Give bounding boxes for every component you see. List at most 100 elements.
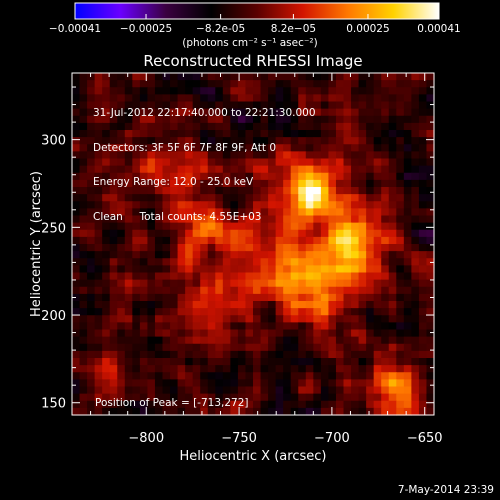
heatmap-cell (268, 215, 277, 224)
heatmap-cell (358, 108, 367, 117)
heatmap-cell (192, 208, 201, 217)
heatmap-cell (177, 358, 186, 366)
heatmap-cell (177, 258, 186, 266)
heatmap-cell (147, 229, 156, 238)
heatmap-cell (154, 372, 164, 380)
heatmap-cell (192, 236, 201, 245)
heatmap-cell (154, 172, 164, 181)
heatmap-cell (305, 108, 314, 117)
heatmap-cell (418, 350, 428, 359)
heatmap-cell (222, 258, 231, 266)
heatmap-cell (230, 229, 239, 238)
heatmap-cell (154, 165, 164, 174)
heatmap-cell (230, 87, 239, 95)
heatmap-cell (335, 108, 345, 117)
heatmap-cell (147, 130, 156, 138)
heatmap-cell (320, 194, 330, 202)
heatmap-cell (298, 400, 307, 409)
heatmap-cell (298, 179, 307, 188)
heatmap-cell (79, 244, 88, 252)
heatmap-cell (124, 286, 133, 295)
heatmap-cell (237, 272, 247, 281)
heatmap-cell (396, 244, 405, 252)
heatmap-cell (192, 137, 201, 145)
observation-info: 31-Jul-2012 22:17:40.000 to 22:21:30.000… (93, 85, 316, 235)
heatmap-cell (237, 400, 247, 409)
heatmap-cell (366, 293, 375, 302)
heatmap-cell (305, 215, 314, 224)
heatmap-cell (358, 393, 367, 402)
heatmap-cell (94, 386, 103, 395)
heatmap-cell (290, 94, 299, 103)
heatmap-cell (388, 187, 397, 195)
heatmap-cell (343, 265, 352, 274)
heatmap-cell (373, 379, 382, 388)
heatmap-cell (102, 258, 111, 266)
heatmap-cell (305, 386, 314, 395)
heatmap-cell (268, 151, 277, 160)
heatmap-cell (132, 358, 141, 366)
heatmap-cell (373, 400, 382, 409)
heatmap-cell (396, 293, 405, 302)
heatmap-cell (72, 201, 81, 209)
heatmap-cell (275, 379, 284, 388)
heatmap-cell (313, 179, 322, 188)
heatmap-cell (351, 229, 360, 238)
heatmap-cell (358, 244, 367, 252)
heatmap-cell (351, 115, 360, 124)
heatmap-cell (426, 286, 435, 295)
heatmap-cell (426, 151, 435, 160)
heatmap-cell (290, 158, 299, 167)
heatmap-cell (170, 94, 179, 103)
heatmap-cell (162, 265, 171, 274)
heatmap-cell (305, 122, 314, 131)
heatmap-cell (411, 137, 420, 145)
heatmap-cell (335, 80, 345, 88)
heatmap-cell (132, 315, 141, 323)
heatmap-cell (170, 165, 179, 174)
heatmap-cell (87, 279, 96, 288)
heatmap-cell (373, 94, 382, 103)
heatmap-cell (328, 336, 337, 345)
heatmap-cell (154, 201, 164, 209)
heatmap-cell (87, 286, 96, 295)
heatmap-cell (230, 286, 239, 295)
heatmap-cell (373, 386, 382, 395)
heatmap-cell (328, 179, 337, 188)
heatmap-cell (102, 372, 111, 380)
heatmap-cell (109, 343, 118, 352)
heatmap-cell (305, 308, 314, 316)
heatmap-cell (170, 215, 179, 224)
heatmap-cell (328, 407, 337, 416)
heatmap-cell (215, 158, 224, 167)
heatmap-cell (403, 158, 412, 167)
heatmap-cell (162, 400, 171, 409)
heatmap-cell (94, 350, 103, 359)
heatmap-cell (237, 215, 247, 224)
heatmap-cell (268, 272, 277, 281)
heatmap-cell (418, 343, 428, 352)
heatmap-cell (320, 222, 330, 231)
heatmap-cell (426, 329, 435, 338)
heatmap-cell (117, 73, 126, 81)
heatmap-cell (162, 87, 171, 95)
heatmap-cell (381, 101, 390, 110)
heatmap-cell (396, 194, 405, 202)
heatmap-cell (388, 73, 397, 81)
heatmap-cell (283, 393, 292, 402)
heatmap-cell (222, 343, 231, 352)
heatmap-cell (313, 165, 322, 174)
heatmap-cell (245, 372, 254, 380)
heatmap-cell (320, 187, 330, 195)
heatmap-cell (388, 87, 397, 95)
heatmap-cell (298, 172, 307, 181)
heatmap-cell (388, 158, 397, 167)
heatmap-cell (411, 365, 420, 373)
heatmap-cell (283, 158, 292, 167)
heatmap-cell (290, 336, 299, 345)
heatmap-cell (335, 130, 345, 138)
heatmap-cell (230, 322, 239, 331)
heatmap-cell (94, 279, 103, 288)
heatmap-cell (132, 108, 141, 117)
heatmap-cell (109, 137, 118, 145)
